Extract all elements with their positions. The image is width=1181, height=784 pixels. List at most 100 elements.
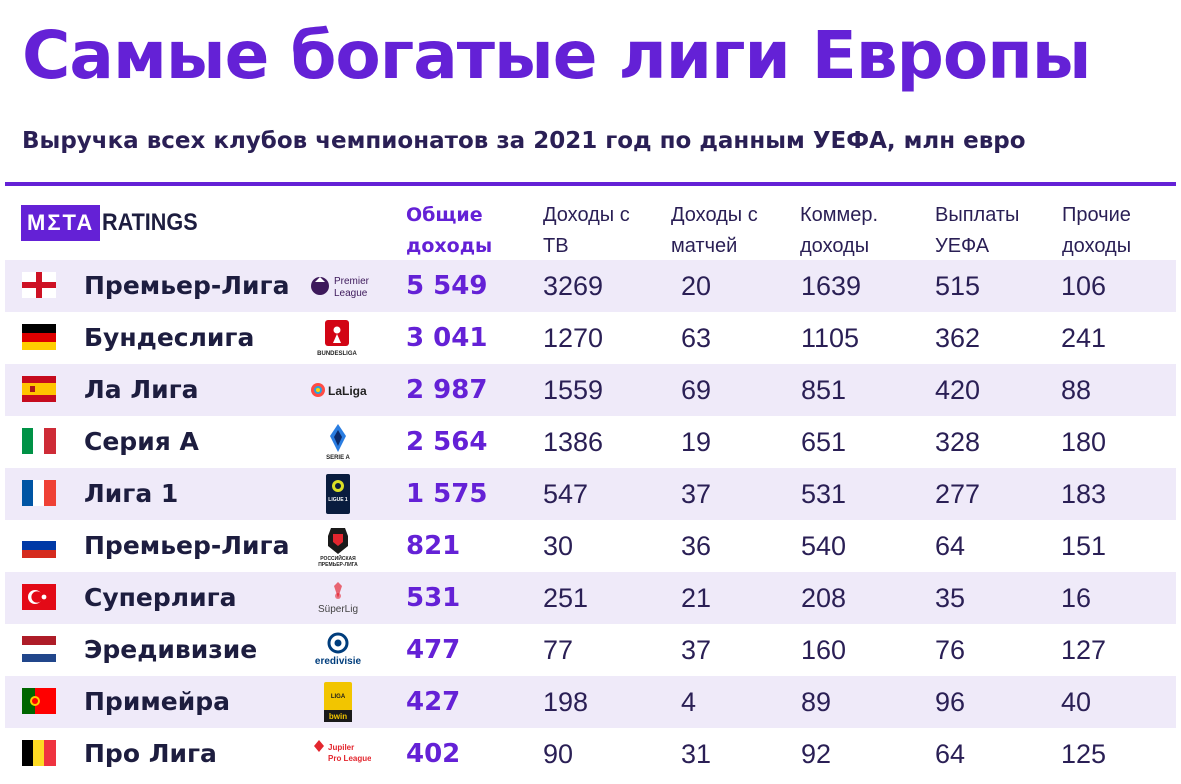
column-header-uefa-line1: Выплаты [935,204,1020,226]
logo-meta: MΣTA [21,205,101,241]
table-row: BUNDESLIGA Бундеслига 3 041 1270 63 1105 362 24… [5,312,1176,364]
header-divider [5,182,1176,186]
tv-revenue: 90 [543,739,574,769]
jupiler-pro-league-logo-icon: Jupiler Pro League [305,734,372,774]
league-name: Серия А [84,427,199,456]
column-header-other: Прочие доходы [1062,200,1131,262]
tv-revenue: 251 [543,583,589,613]
uefa-payments: 277 [935,479,981,509]
svg-text:BUNDESLIGA: BUNDESLIGA [317,351,357,357]
portugal-flag-graphic [22,688,56,714]
svg-text:Premier: Premier [334,276,370,287]
total-revenue: 531 [406,583,461,613]
column-header-other-line2: доходы [1062,235,1132,257]
table-row: eredivisie Эредивизие 477 77 37 160 76 127 [5,624,1176,676]
league-name: Примейра [84,687,231,716]
match-revenue: 63 [681,323,712,353]
commercial-revenue: 208 [801,583,847,613]
league-name: Лига 1 [84,479,179,508]
germany-flag-graphic [22,324,56,350]
rpl-logo-icon: РОССИЙСКАЯ ПРЕМЬЕР-ЛИГА [305,526,371,568]
total-revenue: 427 [406,687,461,717]
league-name: Премьер-Лига [84,531,290,560]
jupiler-pro-league-logo-graphic: Jupiler Pro League [314,740,372,763]
laliga-logo-icon: LaLiga [305,370,371,410]
tv-revenue: 77 [543,635,574,665]
uefa-payments: 35 [935,583,966,613]
table-row: Premier League Премьер-Лига 5 549 3269 20 1639… [5,260,1176,312]
uefa-payments: 515 [935,271,981,301]
tv-revenue: 30 [543,531,574,561]
other-revenue: 88 [1061,375,1092,405]
metaratings-logo: MΣTA RATINGS [21,205,208,241]
svg-text:Jupiler: Jupiler [328,743,354,752]
commercial-revenue: 540 [801,531,847,561]
match-revenue: 37 [681,479,712,509]
england-flag-graphic [22,272,56,298]
column-header-uefa: Выплаты УЕФА [935,200,1019,262]
ligue-1-logo-graphic: LIGUE 1 [326,474,350,514]
uefa-payments: 328 [935,427,981,457]
netherlands-flag-icon [22,636,56,662]
match-revenue: 4 [681,687,697,717]
belgium-flag-icon [22,740,56,766]
match-revenue: 21 [681,583,712,613]
match-revenue: 69 [681,375,712,405]
match-revenue: 36 [681,531,712,561]
total-revenue: 3 041 [406,323,488,353]
turkey-flag-graphic [22,584,56,610]
column-header-tv-line1: Доходы с [543,204,630,226]
commercial-revenue: 1105 [801,323,860,353]
spain-flag-graphic [22,376,56,402]
other-revenue: 16 [1061,583,1092,613]
total-revenue: 2 987 [406,375,488,405]
total-revenue: 5 549 [406,271,488,301]
russia-flag-icon [22,532,56,558]
league-name: Суперлига [84,583,237,612]
commercial-revenue: 1639 [801,271,862,301]
column-header-commercial: Коммер. доходы [800,200,878,262]
other-revenue: 106 [1061,271,1107,301]
ligue-1-logo-icon: LIGUE 1 [305,474,371,514]
table-row: SERIE A Серия А 2 564 1386 19 651 328 180 [5,416,1176,468]
svg-text:SüperLig: SüperLig [318,604,358,615]
logo-ratings: RATINGS [102,209,198,236]
match-revenue: 20 [681,271,712,301]
total-revenue: 477 [406,635,461,665]
tv-revenue: 3269 [543,271,604,301]
table-row: LaLiga Ла Лига 2 987 1559 69 851 420 88 [5,364,1176,416]
svg-text:League: League [334,288,368,299]
other-revenue: 241 [1061,323,1107,353]
svg-text:LIGA: LIGA [331,694,346,700]
premier-league-logo-icon: Premier League [305,266,371,306]
germany-flag-icon [22,324,56,350]
svg-text:ПРЕМЬЕР-ЛИГА: ПРЕМЬЕР-ЛИГА [318,562,358,566]
match-revenue: 31 [681,739,712,769]
table-row: LIGUE 1 Лига 1 1 575 547 37 531 277 183 [5,468,1176,520]
column-header-commercial-line1: Коммер. [800,204,879,226]
england-flag-icon [22,272,56,298]
russia-flag-graphic [22,532,56,558]
liga-portugal-logo-icon: LIGA bwin [305,682,371,722]
page-title: Самые богатые лиги Европы [22,17,1091,94]
uefa-payments: 76 [935,635,966,665]
svg-text:LaLiga: LaLiga [328,384,367,398]
column-header-tv: Доходы с ТВ [543,200,630,262]
tv-revenue: 547 [543,479,589,509]
commercial-revenue: 160 [801,635,847,665]
portugal-flag-icon [22,688,56,714]
league-name: Премьер-Лига [84,271,290,300]
uefa-payments: 96 [935,687,966,717]
superlig-logo-graphic: SüperLig [318,582,358,615]
france-flag-icon [22,480,56,506]
column-header-match-line1: Доходы с [671,204,758,226]
match-revenue: 37 [681,635,712,665]
eredivisie-logo-icon: eredivisie [305,630,371,670]
svg-text:LIGUE 1: LIGUE 1 [328,497,348,503]
uefa-payments: 64 [935,531,966,561]
league-name: Эредивизие [84,635,258,664]
column-header-commercial-line2: доходы [800,235,870,257]
superlig-logo-icon: SüperLig [305,578,371,618]
